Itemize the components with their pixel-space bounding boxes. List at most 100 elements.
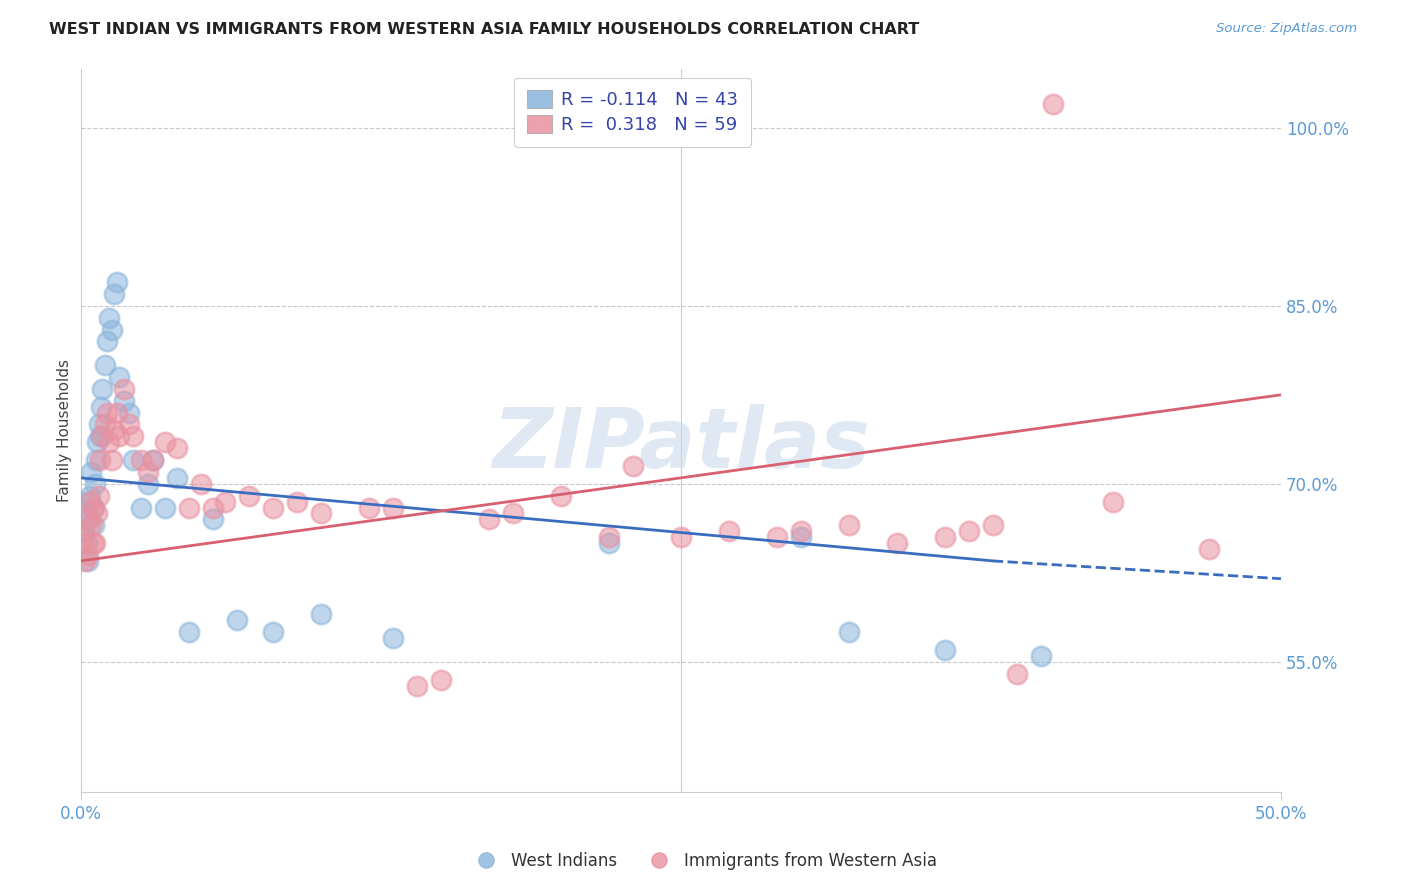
Point [309,507,332,521]
Point [177,625,200,640]
Point [141,453,163,467]
Point [73,524,96,539]
Point [838,625,860,640]
Point [75,494,97,508]
Point [82,536,104,550]
Point [214,494,236,508]
Point [790,524,813,539]
Point [76,548,98,562]
Point [166,441,188,455]
Point [112,393,135,408]
Point [80,465,103,479]
Point [105,275,128,289]
Point [75,554,97,568]
Point [77,512,100,526]
Point [91,429,114,443]
Point [838,518,860,533]
Point [87,417,110,432]
Point [91,382,114,396]
Point [129,453,152,467]
Point [100,322,122,336]
Point [105,406,128,420]
Point [957,524,980,539]
Point [98,435,121,450]
Text: Source: ZipAtlas.com: Source: ZipAtlas.com [1216,22,1357,36]
Point [1005,666,1028,681]
Y-axis label: Family Households: Family Households [58,359,72,502]
Point [89,429,111,443]
Point [550,489,572,503]
Point [1198,542,1220,557]
Point [108,370,131,384]
Point [598,536,620,550]
Point [79,489,101,503]
Point [262,500,284,515]
Point [84,453,107,467]
Point [98,310,121,325]
Point [96,406,118,420]
Point [96,334,118,349]
Text: ZIPatlas: ZIPatlas [492,404,870,485]
Point [357,500,380,515]
Point [80,518,103,533]
Point [86,435,108,450]
Point [112,382,135,396]
Point [87,489,110,503]
Point [886,536,908,550]
Point [201,500,224,515]
Point [84,476,107,491]
Point [93,358,115,372]
Point [153,500,176,515]
Point [621,458,644,473]
Point [122,453,145,467]
Point [1042,97,1064,112]
Point [598,530,620,544]
Point [89,453,111,467]
Point [981,518,1004,533]
Point [76,536,98,550]
Point [238,489,260,503]
Point [103,287,125,301]
Point [79,494,101,508]
Point [73,536,96,550]
Point [934,530,956,544]
Text: WEST INDIAN VS IMMIGRANTS FROM WESTERN ASIA FAMILY HOUSEHOLDS CORRELATION CHART: WEST INDIAN VS IMMIGRANTS FROM WESTERN A… [49,22,920,37]
Point [83,500,105,515]
Point [669,530,692,544]
Point [108,429,131,443]
Point [84,536,107,550]
Legend: West Indians, Immigrants from Western Asia: West Indians, Immigrants from Western As… [463,846,943,877]
Legend: R = -0.114   N = 43, R =  0.318   N = 59: R = -0.114 N = 43, R = 0.318 N = 59 [515,78,751,147]
Point [103,424,125,438]
Point [129,500,152,515]
Point [309,607,332,622]
Point [72,524,94,539]
Point [136,465,159,479]
Point [136,476,159,491]
Point [93,417,115,432]
Point [1102,494,1125,508]
Point [190,476,212,491]
Point [141,453,163,467]
Point [285,494,308,508]
Point [83,518,105,533]
Point [790,530,813,544]
Point [478,512,501,526]
Point [122,429,145,443]
Point [225,613,247,627]
Point [86,507,108,521]
Point [153,435,176,450]
Point [381,500,404,515]
Point [262,625,284,640]
Point [77,512,100,526]
Point [381,631,404,645]
Point [765,530,787,544]
Point [502,507,524,521]
Point [117,406,139,420]
Point [76,554,98,568]
Point [177,500,200,515]
Point [82,500,104,515]
Point [166,471,188,485]
Point [1029,648,1052,663]
Point [90,400,112,414]
